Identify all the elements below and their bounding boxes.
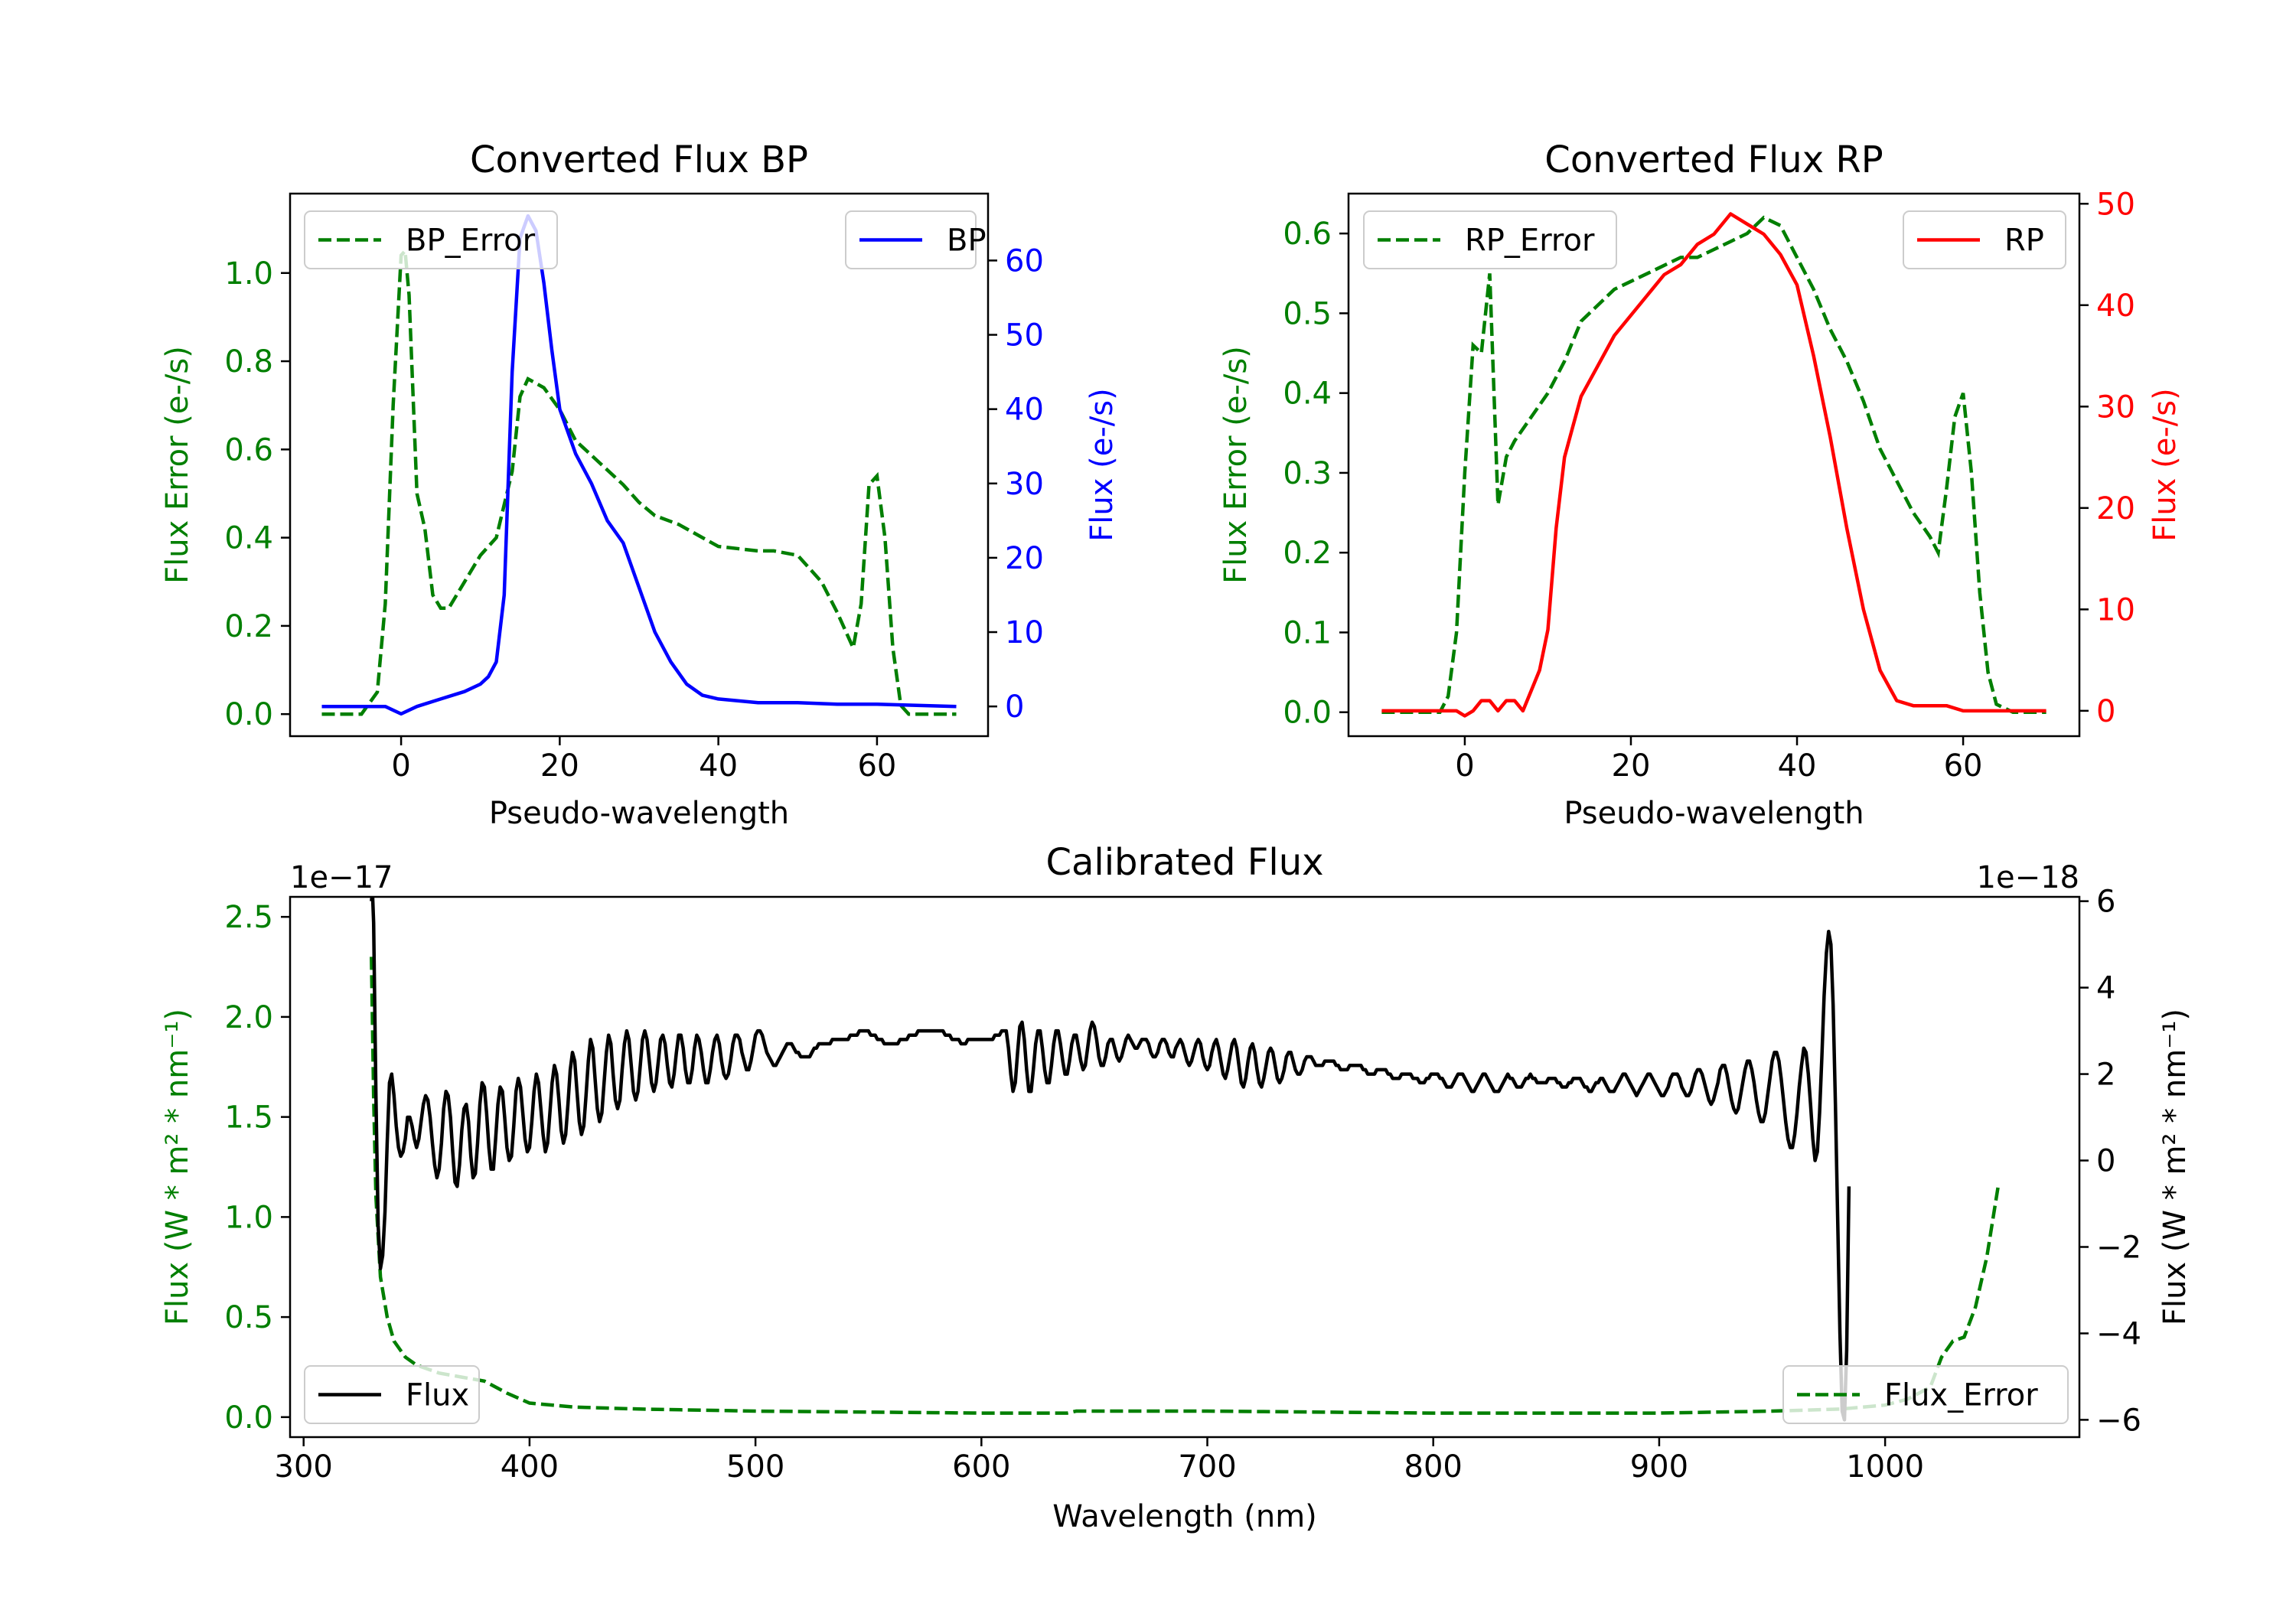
rp-ytick-left-label: 0.3 bbox=[1283, 456, 1332, 491]
rp-ytick-left-label: 0.0 bbox=[1283, 696, 1332, 731]
cal-offset-left: 1e−17 bbox=[290, 860, 393, 895]
rp-xtick-label: 60 bbox=[1944, 748, 1983, 784]
bp-ytick-right-label: 30 bbox=[1005, 467, 1044, 502]
bp-xtick-label: 20 bbox=[540, 748, 579, 784]
rp-xtick-label: 40 bbox=[1778, 748, 1817, 784]
rp-ytick-right-label: 0 bbox=[2096, 694, 2115, 729]
cal-ytick-right-label: 2 bbox=[2096, 1058, 2115, 1093]
cal-xtick-label: 800 bbox=[1404, 1449, 1463, 1485]
bp-ytick-left-label: 0.4 bbox=[224, 521, 273, 556]
cal-xtick-label: 500 bbox=[726, 1449, 784, 1485]
bp-ylabel-right: Flux (e-/s) bbox=[1084, 388, 1120, 541]
bp-ytick-right-label: 50 bbox=[1005, 318, 1044, 354]
cal-title: Calibrated Flux bbox=[1045, 841, 1323, 884]
bp-ytick-right-label: 20 bbox=[1005, 541, 1044, 576]
cal-xtick-label: 400 bbox=[501, 1449, 559, 1485]
bp-ytick-left-label: 0.0 bbox=[224, 697, 273, 732]
cal-ytick-left-label: 1.0 bbox=[224, 1200, 273, 1235]
rp-ytick-left-label: 0.2 bbox=[1283, 536, 1332, 571]
cal-ylabel-right: Flux (W * m² * nm⁻¹) bbox=[2157, 1009, 2193, 1325]
cal-legend-error-label: Flux_Error bbox=[1884, 1378, 2038, 1413]
cal-ytick-right-label: 0 bbox=[2096, 1144, 2115, 1179]
rp-error-line bbox=[1381, 215, 2047, 714]
bp-ylabel-left: Flux Error (e-/s) bbox=[160, 346, 195, 584]
rp-ylabel-left: Flux Error (e-/s) bbox=[1218, 346, 1254, 584]
bp-ytick-right-label: 0 bbox=[1005, 689, 1024, 725]
bp-xtick-label: 40 bbox=[699, 748, 738, 784]
cal-ytick-left-label: 1.5 bbox=[224, 1100, 273, 1136]
rp-legend-flux-label: RP bbox=[2004, 223, 2044, 259]
rp-xtick-label: 20 bbox=[1612, 748, 1651, 784]
cal-axes-frame bbox=[289, 895, 2081, 1439]
cal-legend-error-box bbox=[1782, 1365, 2069, 1424]
bp-ytick-left-label: 1.0 bbox=[224, 256, 273, 292]
cal-ytick-right-label: −2 bbox=[2096, 1230, 2141, 1265]
rp-flux-line bbox=[1381, 212, 2047, 718]
bp-legend-flux-label: BP bbox=[947, 223, 987, 259]
bp-error-line bbox=[321, 246, 957, 716]
bp-legend-error-box bbox=[304, 210, 558, 269]
rp-ytick-left-label: 0.5 bbox=[1283, 296, 1332, 331]
cal-legend-flux-box bbox=[304, 1365, 480, 1424]
bp-xlabel: Pseudo-wavelength bbox=[489, 796, 789, 831]
bp-flux-line bbox=[321, 214, 957, 716]
cal-flux-line bbox=[370, 897, 1851, 1422]
rp-ytick-left-label: 0.4 bbox=[1283, 376, 1332, 412]
cal-xtick-label: 300 bbox=[275, 1449, 333, 1485]
cal-xtick-label: 1000 bbox=[1846, 1449, 1924, 1485]
rp-legend-flux-box bbox=[1903, 210, 2066, 269]
cal-xtick-label: 900 bbox=[1630, 1449, 1688, 1485]
rp-ytick-left-label: 0.1 bbox=[1283, 615, 1332, 650]
bp-axes-frame bbox=[289, 192, 990, 738]
cal-ytick-right-label: −4 bbox=[2096, 1316, 2141, 1351]
bp-xtick-label: 60 bbox=[857, 748, 896, 784]
cal-ytick-left-label: 0.0 bbox=[224, 1400, 273, 1436]
bp-ytick-left-label: 0.2 bbox=[224, 609, 273, 644]
cal-ytick-left-label: 0.5 bbox=[224, 1300, 273, 1335]
cal-xtick-label: 700 bbox=[1178, 1449, 1236, 1485]
rp-xtick-label: 0 bbox=[1455, 748, 1474, 784]
rp-axes-frame bbox=[1347, 192, 2081, 738]
bp-legend-error-label: BP_Error bbox=[406, 223, 536, 259]
rp-ytick-right-label: 50 bbox=[2096, 187, 2135, 222]
rp-ytick-left-label: 0.6 bbox=[1283, 217, 1332, 252]
rp-ylabel-right: Flux (e-/s) bbox=[2148, 388, 2183, 541]
cal-ytick-right-label: 4 bbox=[2096, 971, 2115, 1006]
cal-legend-flux-label: Flux bbox=[406, 1378, 469, 1413]
rp-legend-error-label: RP_Error bbox=[1465, 223, 1595, 259]
cal-ytick-right-label: 6 bbox=[2096, 885, 2115, 920]
cal-xlabel: Wavelength (nm) bbox=[1052, 1499, 1317, 1534]
rp-ytick-right-label: 40 bbox=[2096, 288, 2135, 324]
cal-ytick-left-label: 2.0 bbox=[224, 1000, 273, 1035]
bp-ytick-left-label: 0.6 bbox=[224, 432, 273, 468]
rp-title: Converted Flux RP bbox=[1544, 139, 1883, 181]
bp-ytick-right-label: 10 bbox=[1005, 615, 1044, 650]
bp-ytick-right-label: 60 bbox=[1005, 243, 1044, 279]
cal-ylabel-left: Flux (W * m² * nm⁻¹) bbox=[160, 1009, 195, 1325]
bp-ytick-right-label: 40 bbox=[1005, 393, 1044, 428]
rp-xlabel: Pseudo-wavelength bbox=[1564, 796, 1864, 831]
rp-ytick-right-label: 30 bbox=[2096, 390, 2135, 425]
bp-xtick-label: 0 bbox=[391, 748, 410, 784]
cal-offset-right: 1e−18 bbox=[1977, 860, 2079, 895]
cal-xtick-label: 600 bbox=[952, 1449, 1010, 1485]
bp-ytick-left-label: 0.8 bbox=[224, 344, 273, 380]
cal-ytick-left-label: 2.5 bbox=[224, 900, 273, 935]
rp-ytick-right-label: 20 bbox=[2096, 491, 2135, 526]
rp-legend-error-box bbox=[1363, 210, 1617, 269]
cal-ytick-right-label: −6 bbox=[2096, 1403, 2141, 1438]
bp-title: Converted Flux BP bbox=[470, 139, 808, 181]
rp-ytick-right-label: 10 bbox=[2096, 592, 2135, 627]
